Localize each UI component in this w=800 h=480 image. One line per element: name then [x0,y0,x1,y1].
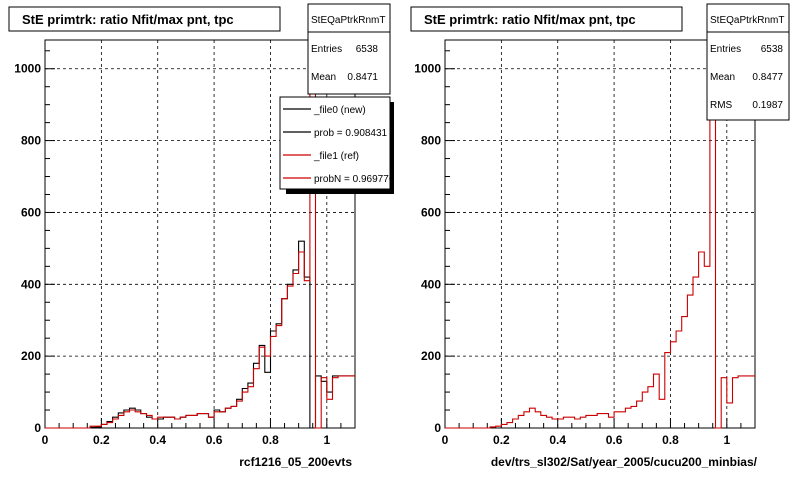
y-tick-label: 800 [421,134,441,148]
legend-entry: _file0 (new) [313,105,366,116]
left-title: StE primtrk: ratio Nfit/max pnt, tpc [22,12,234,27]
x-tick-label: 0 [442,433,449,447]
legend-entry: probN = 0.969776 [314,174,395,185]
left-series [45,61,355,429]
legend-entry: _file1 (ref) [313,151,359,162]
right-ticks: 0 0.2 0.4 0.6 0.8 1 0 200 400 600 800 1000 [414,50,756,447]
right-grid [445,40,755,428]
right-title: StE primtrk: ratio Nfit/max pnt, tpc [424,12,636,27]
left-grid [45,40,355,428]
histogram-series [445,61,755,429]
x-tick-label: 0 [42,433,49,447]
x-tick-label: 0.6 [606,433,623,447]
left-stats-label: Entries [311,44,342,55]
right-series [445,61,755,429]
x-tick-label: 1 [723,433,730,447]
legend-entry: prob = 0.908431 [314,128,388,139]
left-stats-value: 6538 [356,44,379,55]
left-title-box: StE primtrk: ratio Nfit/max pnt, tpc [8,6,281,32]
right-stats-value: 0.8477 [752,72,783,83]
x-tick-label: 0.2 [93,433,110,447]
left-x-axis-label: rcf1216_05_200evts [239,455,352,469]
left-pad: 0 0.2 0.4 0.6 0.8 1 0 200 400 600 800 1000 StE prim… [8,3,395,469]
y-tick-label: 1000 [414,62,441,76]
left-ticks: 0 0.2 0.4 0.6 0.8 1 0 200 400 600 800 1000 [14,50,356,447]
right-stats-box: StEQaPtrkRnmT Entries 6538 Mean 0.8477 R… [706,3,790,121]
right-stats-label: Entries [710,44,741,55]
y-tick-label: 1000 [14,62,41,76]
right-stats-label: RMS [710,100,733,111]
y-tick-label: 600 [421,205,441,219]
y-tick-label: 200 [21,349,41,363]
y-tick-label: 400 [421,277,441,291]
right-stats-value: 0.1987 [752,100,783,111]
x-tick-label: 0.4 [149,433,166,447]
y-tick-label: 200 [421,349,441,363]
x-tick-label: 0.6 [206,433,223,447]
right-pad: 0 0.2 0.4 0.6 0.8 1 0 200 400 600 800 1000 StE prim… [410,3,790,469]
y-tick-label: 0 [34,421,41,435]
y-tick-label: 800 [21,134,41,148]
right-stats-title: StEQaPtrkRnmT [710,15,784,26]
y-tick-label: 600 [21,205,41,219]
x-tick-label: 0.8 [262,433,279,447]
left-stats-label: Mean [311,72,336,83]
histogram--file0-new- [45,240,355,429]
left-legend: _file0 (new) prob = 0.908431 _file1 (ref… [279,96,395,194]
right-title-box: StE primtrk: ratio Nfit/max pnt, tpc [410,6,683,32]
y-tick-label: 400 [21,277,41,291]
x-tick-label: 0.8 [662,433,679,447]
y-tick-label: 0 [434,421,441,435]
right-stats-label: Mean [710,72,735,83]
right-x-axis-label: dev/trs_sl302/Sat/year_2005/cucu200_minb… [491,455,758,469]
x-tick-label: 0.2 [493,433,510,447]
left-stats-box: StEQaPtrkRnmT Entries 6538 Mean 0.8471 [307,3,391,95]
histogram--file1-ref- [45,61,355,429]
left-stats-value: 0.8471 [347,72,378,83]
left-stats-title: StEQaPtrkRnmT [311,15,385,26]
x-tick-label: 0.4 [549,433,566,447]
right-stats-value: 6538 [761,44,784,55]
x-tick-label: 1 [323,433,330,447]
